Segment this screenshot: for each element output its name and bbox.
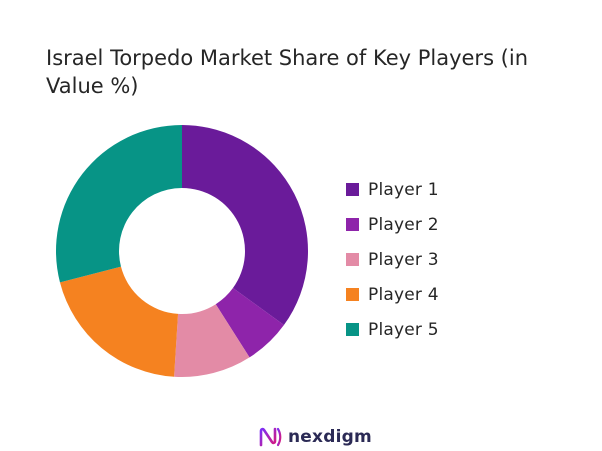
slice-player-2 bbox=[215, 288, 284, 358]
slice-player-1 bbox=[182, 125, 308, 326]
legend-label: Player 1 bbox=[368, 179, 439, 200]
legend-label: Player 4 bbox=[368, 284, 439, 305]
legend-item-player-2: Player 2 bbox=[346, 207, 496, 242]
slice-player-5 bbox=[55, 125, 182, 283]
slice-player-3 bbox=[174, 304, 250, 377]
chart-legend: Player 1 Player 2 Player 3 Player 4 Player 5 bbox=[346, 172, 496, 347]
legend-swatch bbox=[346, 183, 359, 196]
brand-name: nexdigm bbox=[288, 427, 372, 447]
legend-swatch bbox=[346, 323, 359, 336]
legend-swatch bbox=[346, 218, 359, 231]
legend-swatch bbox=[346, 288, 359, 301]
chart-title: Israel Torpedo Market Share of Key Playe… bbox=[46, 46, 529, 98]
legend-label: Player 3 bbox=[368, 249, 439, 270]
slice-player-4 bbox=[59, 266, 179, 377]
legend-item-player-4: Player 4 bbox=[346, 277, 496, 312]
legend-swatch bbox=[346, 253, 359, 266]
legend-item-player-1: Player 1 bbox=[346, 172, 496, 207]
legend-label: Player 5 bbox=[368, 319, 439, 340]
legend-item-player-5: Player 5 bbox=[346, 312, 496, 347]
legend-label: Player 2 bbox=[368, 214, 439, 235]
nexdigm-logo-icon bbox=[259, 427, 282, 447]
legend-item-player-3: Player 3 bbox=[346, 242, 496, 277]
brand-footer: nexdigm bbox=[258, 424, 372, 450]
